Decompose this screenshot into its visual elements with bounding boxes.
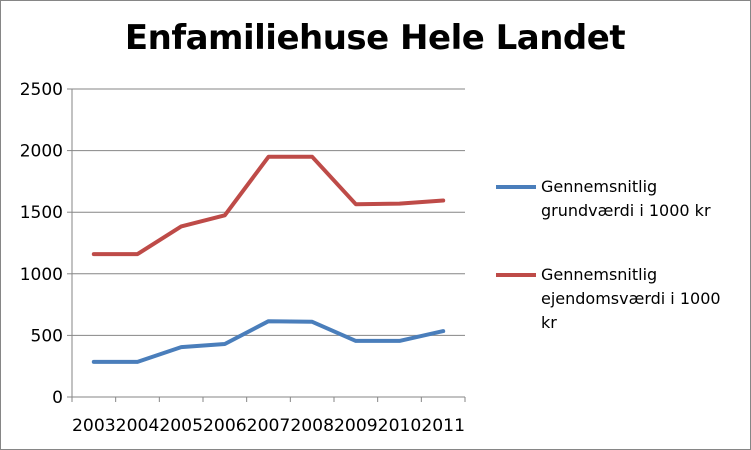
x-tick-label: 2005 — [159, 416, 203, 436]
y-tick-label: 1500 — [20, 203, 63, 223]
legend-swatch-ejendomsvaerdi — [496, 273, 536, 277]
y-tick-label: 1000 — [20, 265, 63, 285]
gridlines — [72, 88, 465, 336]
chart-title: Enfamiliehuse Hele Landet — [124, 18, 626, 58]
x-tick-label: 2007 — [247, 416, 291, 436]
legend-label-ejendomsvaerdi: Gennemsnitlig ejendomsværdi i 1000 kr — [541, 265, 721, 332]
series-line-0 — [91, 319, 446, 364]
legend-label-grundvaerdi: Gennemsnitlig grundværdi i 1000 kr — [541, 177, 711, 220]
x-tick-label: 2010 — [378, 416, 422, 436]
y-tick-label: 0 — [52, 388, 63, 408]
x-tick-label: 2006 — [203, 416, 247, 436]
y-tick-label: 2000 — [20, 142, 63, 162]
x-tick-label: 2009 — [334, 416, 378, 436]
x-tick-label: 2011 — [421, 416, 465, 436]
y-tick-label: 500 — [31, 326, 63, 346]
x-tick-label: 2004 — [116, 416, 160, 436]
axes — [67, 88, 466, 402]
y-tick-label: 2500 — [20, 80, 63, 100]
legend-swatch-grundvaerdi — [496, 185, 536, 189]
tick-labels: 0 500 1000 1500 2000 2500 2003 2004 2005 2006 2007… — [20, 80, 465, 436]
series-line-1 — [91, 154, 446, 257]
x-tick-label: 2008 — [290, 416, 334, 436]
x-tick-label: 2003 — [72, 416, 116, 436]
series-lines — [91, 154, 446, 364]
